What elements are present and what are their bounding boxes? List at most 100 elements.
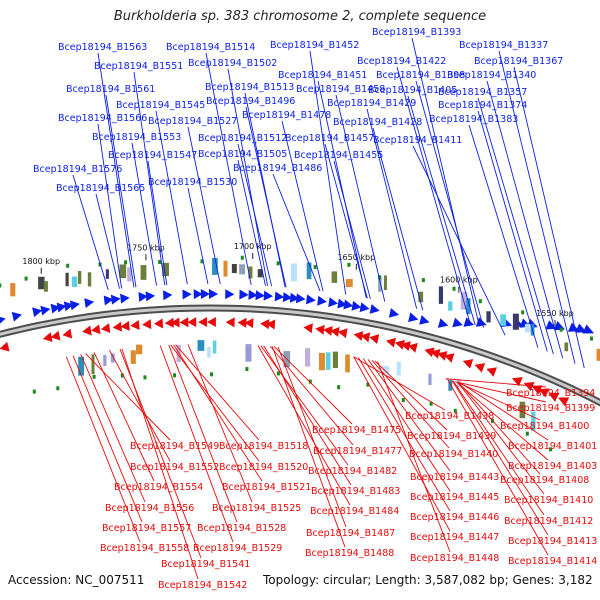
map-title: Burkholderia sp. 383 chromosome 2, compl… [113,9,487,24]
gene-leader-reverse [455,381,547,403]
gene-arrow-forward [263,290,274,301]
gene-arrow-forward [255,290,265,301]
gene-arrow-reverse [430,349,441,359]
gene-label-forward: Bcep18194_B1393 [372,27,461,38]
marker-tick [245,367,249,372]
gene-leader-forward [155,110,188,285]
feature-block [332,351,338,369]
gene-label-reverse: Bcep18194_B1482 [308,466,397,477]
gene-label-reverse: Bcep18194_B1529 [193,543,282,554]
gene-label-reverse: Bcep18194_B1528 [197,523,286,534]
gene-arrow-reverse [462,359,474,369]
marker-tick [521,310,525,315]
gene-arrow-forward [343,299,354,310]
gene-arrow-forward [40,305,51,316]
gene-leader-reverse [121,348,199,580]
marker-tick [276,371,280,376]
gene-leader-reverse [273,346,353,425]
gene-arrow-reverse [329,327,340,337]
gene-arrow-reverse [82,325,92,336]
gene-label-reverse: Bcep18194_B1440 [409,449,498,460]
gene-arrow-reverse [303,323,313,334]
feature-block [304,348,311,367]
gene-label-forward: Bcep18194_B1455 [294,150,383,161]
gene-leader-reverse [80,354,146,503]
marker-tick [429,401,433,406]
gene-label-forward: Bcep18194_B1551 [94,61,183,72]
gene-leader-forward [245,106,287,288]
marker-tick [24,276,28,281]
feature-block [207,346,211,358]
feature-block [331,271,338,283]
marker-tick [56,386,60,391]
gene-leader-forward [131,142,157,286]
gene-label-reverse: Bcep18194_B1447 [410,532,499,543]
gene-arrow-reverse [260,319,270,330]
gene-label-reverse: Bcep18194_B1448 [410,553,499,564]
gene-arrow-forward [208,289,219,300]
gene-arrow-reverse [112,321,123,332]
gene-leader-forward [133,71,166,286]
gene-leader-forward [237,159,266,286]
marker-tick [478,299,482,304]
gene-arrow-reverse [558,397,570,407]
gene-label-reverse: Bcep18194_B1521 [222,482,311,493]
gene-leader-forward [477,97,554,355]
gene-label-reverse: Bcep18194_B1403 [508,461,597,472]
gene-arrow-reverse [187,317,197,328]
gene-arrow-forward [282,292,293,303]
feature-block [383,275,387,290]
gene-arrow-forward [193,289,203,300]
gene-label-forward: Bcep18194_B1576 [33,164,122,175]
marker-tick [120,373,124,378]
gene-leader-reverse [456,381,549,461]
gene-leader-forward [513,66,585,369]
gene-label-forward: Bcep18194_B1429 [327,98,416,109]
marker-tick [124,260,128,265]
gene-leader-reverse [452,380,545,516]
gene-leader-reverse [109,350,171,462]
gene-arrow-reverse [394,339,405,350]
gene-arrow-reverse [369,334,380,344]
gene-arrow-forward [63,301,74,312]
gene-leader-forward [147,160,168,286]
gene-arrow-forward [317,295,327,306]
gene-label-reverse: Bcep18194_B1477 [313,446,402,457]
gene-arrow-forward [56,302,67,313]
gene-arrow-forward [463,317,475,327]
gene-label-reverse: Bcep18194_B1410 [504,495,593,506]
gene-leader-forward [187,187,209,285]
feature-block [223,260,228,277]
gene-label-reverse: Bcep18194_B1445 [410,492,499,503]
gene-leader-reverse [362,358,451,492]
gene-leader-forward [372,127,424,311]
feature-block [466,298,471,315]
gene-label-reverse: Bcep18194_B1484 [310,506,399,517]
feature-block [396,361,401,376]
gene-arrow-reverse [337,328,348,339]
gene-leader-forward [333,160,371,299]
gene-leader-reverse [447,379,549,556]
gene-arrow-reverse [266,319,276,330]
feature-block [140,265,147,280]
gene-arrow-reverse [0,341,10,352]
gene-arrow-reverse [100,323,111,333]
marker-tick [525,431,529,436]
gene-leader-reverse [458,382,541,475]
feature-block [245,344,252,362]
gene-arrow-forward [103,295,114,306]
feature-block [345,279,353,288]
gene-arrow-forward [452,317,463,328]
feature-block [162,262,169,277]
gene-arrow-reverse [90,324,101,335]
gene-leader-reverse [93,352,155,482]
gene-leader-reverse [159,345,234,543]
gene-arrow-forward [306,294,316,305]
marker-tick [173,373,177,378]
feature-block [212,257,218,275]
gene-label-reverse: Bcep18194_B1408 [500,475,589,486]
marker-tick [337,385,341,390]
gene-arrow-forward [328,297,339,308]
gene-arrow-reverse [407,343,418,353]
gene-label-forward: Bcep18194_B1563 [58,42,147,53]
